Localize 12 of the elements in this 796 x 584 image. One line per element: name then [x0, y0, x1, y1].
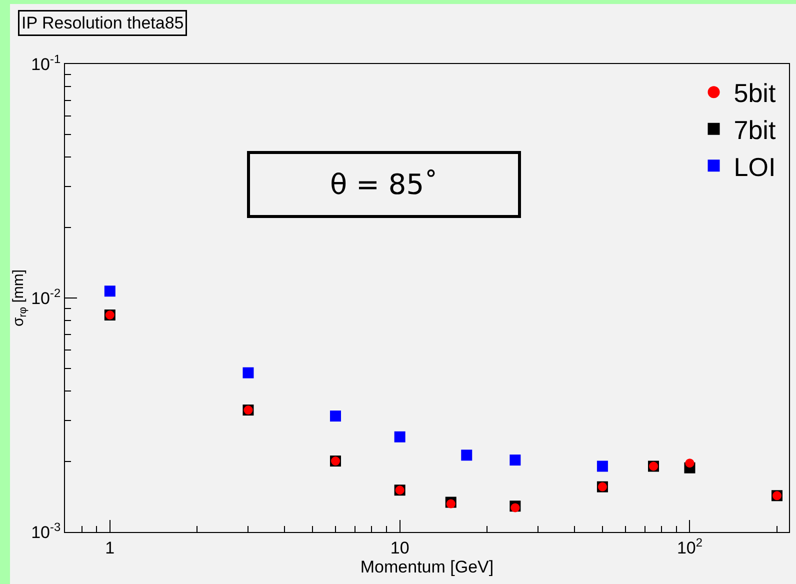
- x-tick-label: 1: [105, 538, 115, 558]
- chart-title: IP Resolution theta85: [22, 14, 184, 32]
- annotation: θ = 85˚: [330, 168, 438, 201]
- x-tick-label: 10: [390, 538, 410, 558]
- legend-label: LOI: [734, 152, 776, 182]
- y-tick-label: 10$^{-1}$: [31, 52, 61, 74]
- x-axis-title: Momentum [GeV]: [360, 557, 494, 576]
- y-tick-label: 10$^{-2}$: [31, 286, 61, 308]
- x-tick-label: 10$^{2}$: [676, 535, 703, 558]
- y-tick-label: 10$^{-3}$: [31, 520, 61, 542]
- legend-label: 5bit: [734, 78, 776, 108]
- legend-label: 7bit: [734, 115, 776, 146]
